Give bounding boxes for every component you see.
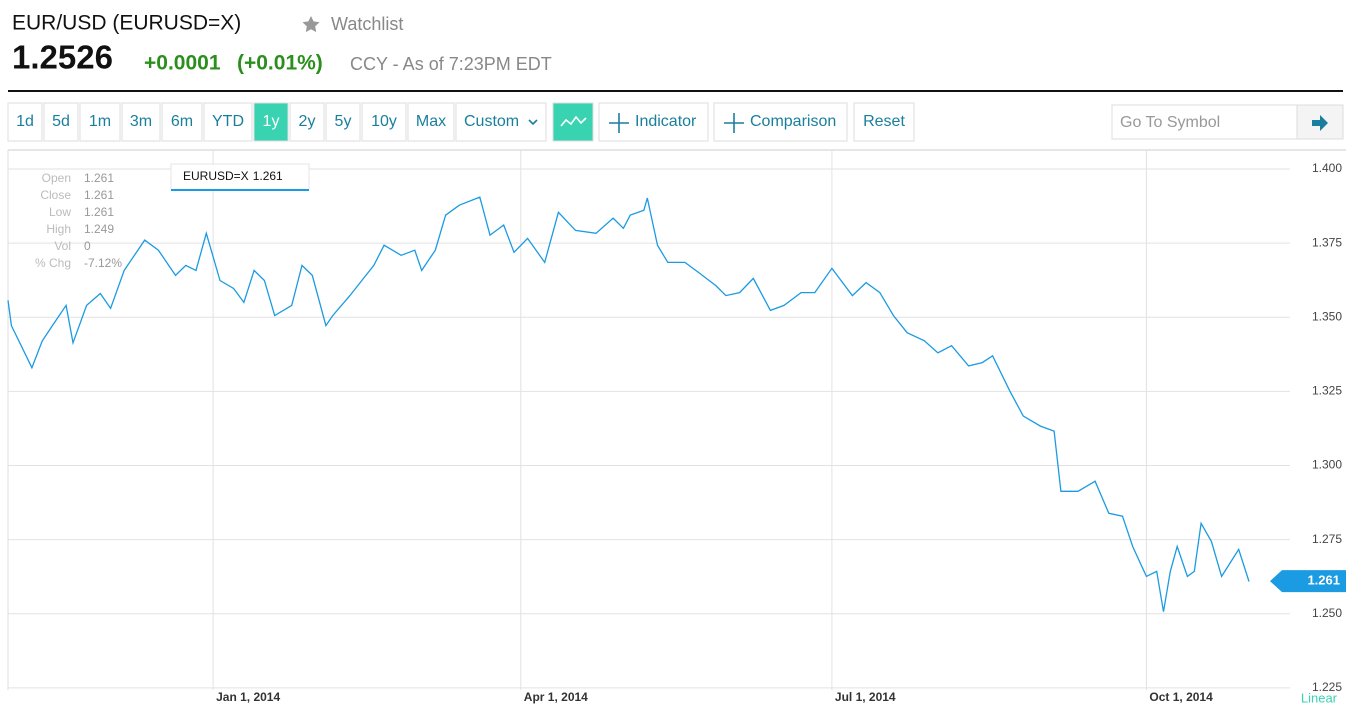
readout-label: Close bbox=[40, 188, 71, 202]
x-tick-label: Oct 1, 2014 bbox=[1149, 690, 1213, 704]
x-tick-label: Apr 1, 2014 bbox=[524, 690, 588, 704]
y-tick-label: 1.300 bbox=[1312, 458, 1342, 472]
readout-value: 1.261 bbox=[84, 205, 114, 219]
range-label[interactable]: 2y bbox=[299, 113, 316, 130]
legend-entry: EURUSD=X 1.261 bbox=[183, 169, 283, 183]
range-button[interactable] bbox=[121, 102, 161, 142]
readout-label: Open bbox=[42, 171, 71, 185]
y-tick-label: 1.225 bbox=[1312, 680, 1342, 694]
watchlist[interactable]: Watchlist bbox=[331, 14, 403, 34]
legend-box bbox=[170, 163, 310, 191]
range-button[interactable] bbox=[289, 102, 325, 142]
y-tick-label: 1.400 bbox=[1312, 161, 1342, 175]
readout-value: 1.261 bbox=[84, 188, 114, 202]
y-tick-label: 1.325 bbox=[1312, 384, 1342, 398]
readout-label: High bbox=[46, 222, 71, 236]
range-label[interactable]: Custom bbox=[464, 113, 519, 130]
y-tick-label: 1.375 bbox=[1312, 235, 1342, 249]
line-icon bbox=[560, 115, 587, 127]
star-icon[interactable] bbox=[302, 16, 320, 33]
ticker-title: EUR/USD (EURUSD=X) bbox=[12, 12, 241, 35]
indicator-button-label[interactable]: Indicator bbox=[635, 113, 697, 130]
timestamp: CCY - As of 7:23PM EDT bbox=[350, 54, 552, 74]
range-label[interactable]: 6m bbox=[171, 113, 193, 130]
range-label[interactable]: 10y bbox=[371, 113, 397, 130]
chevron-icon bbox=[528, 119, 538, 126]
price-line bbox=[7, 196, 1250, 612]
readout-label: Vol bbox=[54, 239, 71, 253]
range-label[interactable]: YTD bbox=[212, 113, 244, 130]
range-button[interactable] bbox=[253, 102, 289, 142]
plus-icon bbox=[724, 113, 744, 133]
arrow-icon bbox=[1312, 115, 1328, 131]
range-label[interactable]: Max bbox=[416, 113, 446, 130]
range-button[interactable] bbox=[43, 102, 79, 142]
range-label[interactable]: 5d bbox=[52, 113, 70, 130]
symbol-input[interactable] bbox=[1111, 104, 1298, 140]
range-button[interactable] bbox=[79, 102, 121, 142]
change-pct: (+0.01%) bbox=[237, 52, 323, 75]
readout-value: 1.261 bbox=[84, 171, 114, 185]
range-button[interactable] bbox=[361, 102, 407, 142]
range-button[interactable] bbox=[407, 102, 455, 142]
range-button[interactable] bbox=[7, 102, 43, 142]
range-button[interactable] bbox=[203, 102, 253, 142]
plus-icon bbox=[609, 113, 629, 133]
comparison-button-label[interactable]: Comparison bbox=[750, 113, 836, 130]
price: 1.2526 bbox=[12, 39, 113, 76]
range-label[interactable]: 5y bbox=[335, 113, 352, 130]
readout-value: 1.249 bbox=[84, 222, 114, 236]
x-tick-label: Jul 1, 2014 bbox=[835, 690, 896, 704]
range-button[interactable] bbox=[161, 102, 203, 142]
legend-name: EURUSD=X bbox=[183, 169, 249, 183]
range-label[interactable]: 1y bbox=[263, 113, 280, 130]
range-button[interactable] bbox=[325, 102, 361, 142]
chart: Jan 1, 2014 Apr 1, 2014 Jul 1, 2014 Oct 1, … bbox=[7, 149, 1346, 705]
readout-value: 0 bbox=[84, 239, 91, 253]
range-label[interactable]: 1d bbox=[16, 113, 34, 130]
reset-label[interactable]: Reset bbox=[863, 113, 905, 130]
change: +0.0001 bbox=[144, 52, 221, 75]
x-tick-label: Jan 1, 2014 bbox=[216, 690, 280, 704]
symbol-placeholder[interactable]: Go To Symbol bbox=[1120, 114, 1220, 131]
range-label[interactable]: 1m bbox=[89, 113, 111, 130]
indicator-button[interactable] bbox=[598, 102, 709, 142]
last-value-label: 1.261 bbox=[1307, 573, 1340, 588]
reset-button[interactable] bbox=[853, 102, 915, 142]
readout-value: -7.12% bbox=[84, 256, 122, 270]
comparison-button[interactable] bbox=[713, 102, 848, 142]
last-value-badge bbox=[1270, 570, 1346, 593]
scale-mode[interactable]: Linear bbox=[1301, 690, 1338, 705]
readout-label: % Chg bbox=[35, 256, 71, 270]
range-label[interactable]: 3m bbox=[130, 113, 152, 130]
legend-value: 1.261 bbox=[253, 169, 283, 183]
readout-label: Low bbox=[49, 205, 71, 219]
y-tick-label: 1.350 bbox=[1312, 309, 1342, 323]
y-tick-label: 1.250 bbox=[1312, 606, 1342, 620]
y-tick-label: 1.275 bbox=[1312, 532, 1342, 546]
toolbar: 1d 5d 1m 3m 6m YTD 1y 2y 5y 10y Max Custom Indicator… bbox=[7, 102, 1344, 142]
